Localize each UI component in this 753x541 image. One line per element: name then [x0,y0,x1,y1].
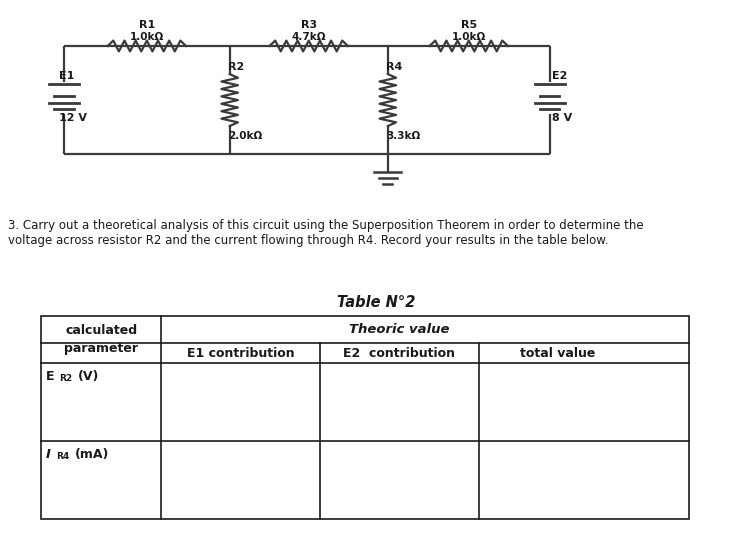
Text: 1.0kΩ: 1.0kΩ [130,32,164,42]
Text: E1: E1 [59,71,74,81]
Bar [41,316,689,519]
Text: R3: R3 [300,20,317,30]
Text: (mA): (mA) [75,448,109,461]
Text: E1 contribution: E1 contribution [187,346,294,360]
Text: 12 V: 12 V [59,114,87,123]
Text: calculated
parameter: calculated parameter [64,324,139,355]
Text: 2.0kΩ: 2.0kΩ [228,131,262,141]
Text: E2: E2 [552,71,567,81]
Text: R2: R2 [228,62,245,72]
Text: (V): (V) [78,370,99,382]
Text: I: I [46,448,50,461]
Text: 3. Carry out a theoretical analysis of this circuit using the Superposition Theo: 3. Carry out a theoretical analysis of t… [8,219,643,247]
Text: 4.7kΩ: 4.7kΩ [291,32,326,42]
Text: E2  contribution: E2 contribution [343,346,456,360]
Text: 1.0kΩ: 1.0kΩ [452,32,486,42]
Text: R1: R1 [139,20,155,30]
Text: R4: R4 [386,62,403,72]
Text: Theoric value: Theoric value [349,323,450,336]
Text: R2: R2 [59,374,72,383]
Text: 3.3kΩ: 3.3kΩ [386,131,420,141]
Text: 8 V: 8 V [552,114,572,123]
Text: E: E [46,370,54,382]
Text: total value: total value [520,346,596,360]
Text: R5: R5 [461,20,477,30]
Text: R4: R4 [56,452,69,461]
Text: Table N°2: Table N°2 [337,295,416,310]
